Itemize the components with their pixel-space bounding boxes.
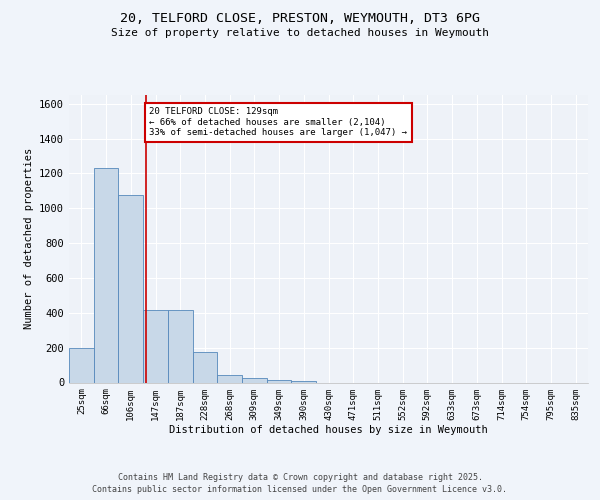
Bar <box>143 310 168 382</box>
Text: Contains HM Land Registry data © Crown copyright and database right 2025.: Contains HM Land Registry data © Crown c… <box>118 472 482 482</box>
Bar <box>94 168 118 382</box>
Text: Contains public sector information licensed under the Open Government Licence v3: Contains public sector information licen… <box>92 485 508 494</box>
Y-axis label: Number of detached properties: Number of detached properties <box>23 148 34 330</box>
Bar <box>193 352 217 382</box>
Text: 20 TELFORD CLOSE: 129sqm
← 66% of detached houses are smaller (2,104)
33% of sem: 20 TELFORD CLOSE: 129sqm ← 66% of detach… <box>149 107 407 137</box>
X-axis label: Distribution of detached houses by size in Weymouth: Distribution of detached houses by size … <box>169 425 488 435</box>
Bar <box>217 374 242 382</box>
Bar <box>267 380 292 382</box>
Text: 20, TELFORD CLOSE, PRESTON, WEYMOUTH, DT3 6PG: 20, TELFORD CLOSE, PRESTON, WEYMOUTH, DT… <box>120 12 480 26</box>
Bar <box>242 378 267 382</box>
Bar <box>292 381 316 382</box>
Text: Size of property relative to detached houses in Weymouth: Size of property relative to detached ho… <box>111 28 489 38</box>
Bar <box>118 195 143 382</box>
Bar <box>168 310 193 382</box>
Bar <box>69 348 94 382</box>
